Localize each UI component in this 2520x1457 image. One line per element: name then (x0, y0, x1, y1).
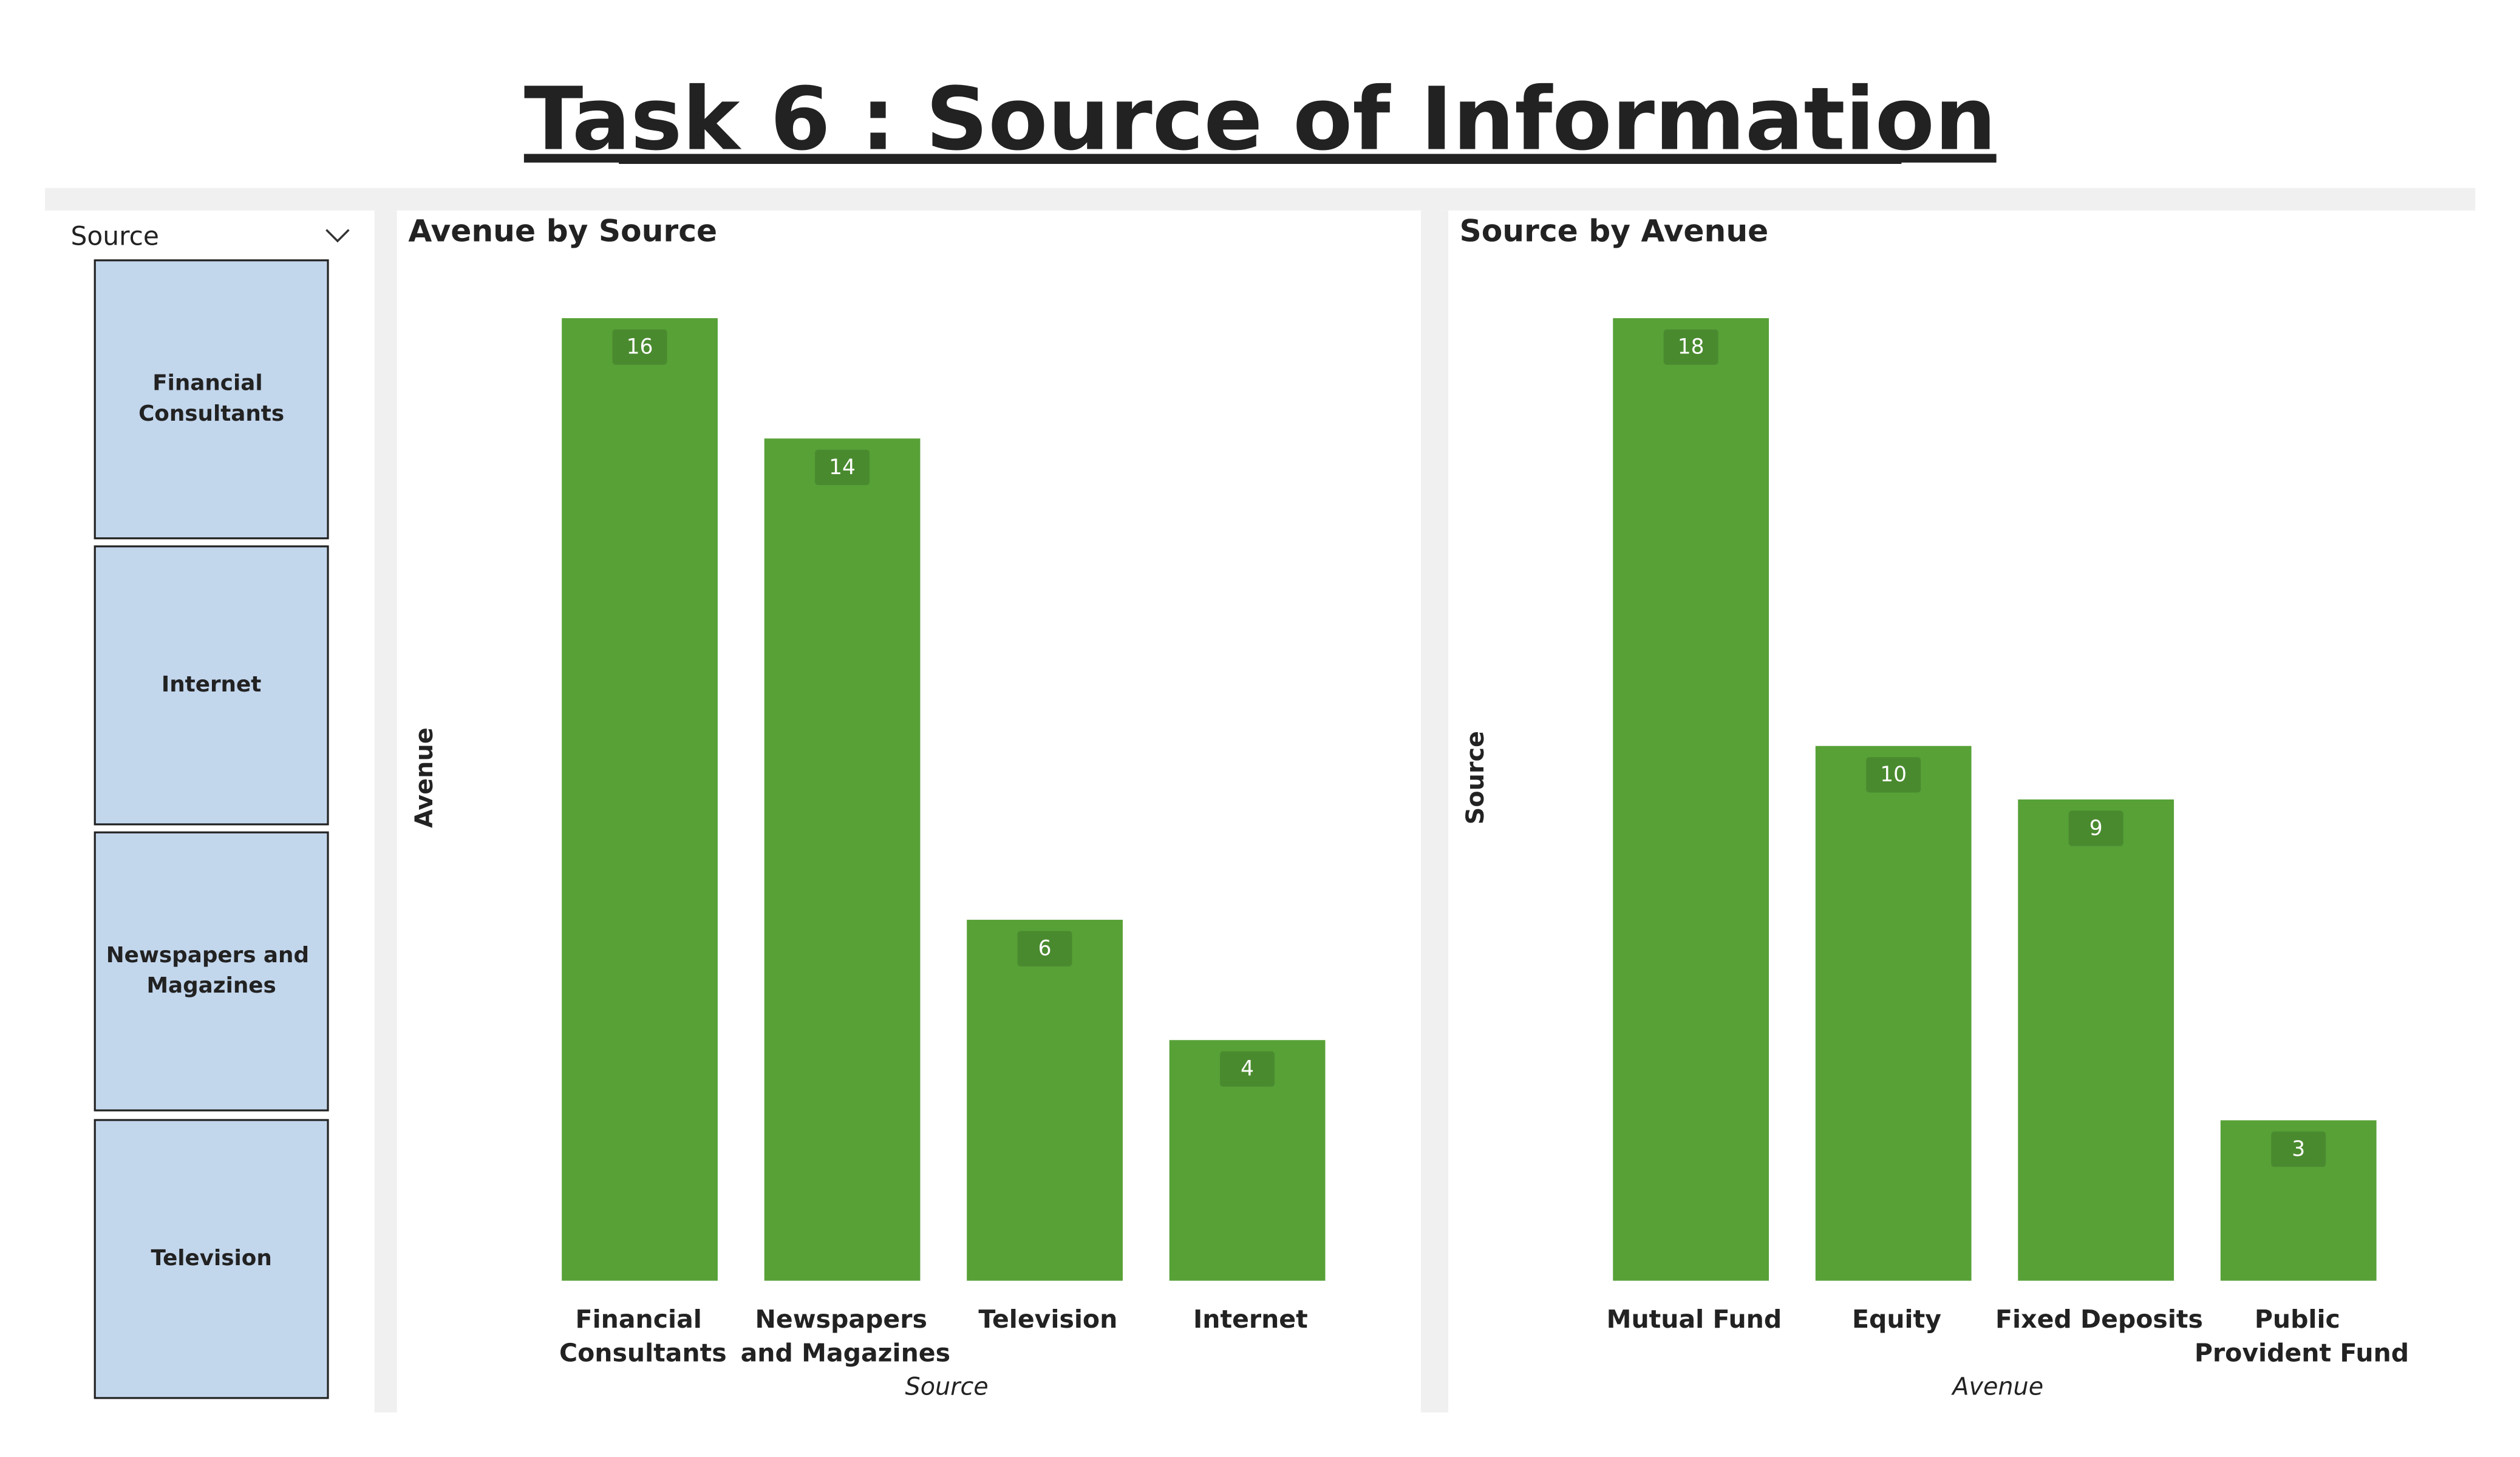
bar-chart: Source by Avenue Source Avenue 18 Mutual Fun… (1448, 210, 2474, 1413)
bar (2018, 799, 2174, 1281)
y-axis-title: Avenue (410, 727, 438, 828)
y-axis-title: Source (1462, 731, 1490, 824)
data-label-box (815, 449, 870, 486)
x-tick-label: Equity (1852, 1305, 1941, 1334)
chart-title: Source by Avenue (1459, 212, 1768, 248)
divider (374, 210, 397, 1413)
data-label-box (1220, 1051, 1275, 1087)
x-axis-title: Source (905, 1373, 989, 1401)
slicer-item-label: Newspapers and Magazines (106, 943, 317, 998)
x-tick-label: Fixed Deposits (1995, 1305, 2203, 1334)
bar (967, 920, 1123, 1281)
data-label: 16 (627, 335, 653, 359)
data-label-box (612, 329, 667, 365)
x-tick-label: Mutual Fund (1607, 1305, 1782, 1334)
data-label: 18 (1678, 335, 1704, 359)
bar (1613, 318, 1769, 1281)
data-label: 14 (829, 455, 856, 480)
bar-chart: Avenue by Source Avenue Source 16 Financial … (397, 210, 1421, 1413)
title-underline (619, 157, 1902, 164)
divider (1420, 210, 1450, 1413)
slicer-item-label: Financial Consultants (138, 371, 284, 426)
chart-title: Avenue by Source (408, 212, 717, 248)
bar (764, 438, 921, 1281)
data-label-box (1663, 329, 1718, 365)
x-axis-title: Avenue (1950, 1373, 2043, 1401)
bar (1815, 745, 1972, 1281)
charts: Avenue by Source Avenue Source 16 Financial … (397, 210, 2474, 1413)
data-label: 4 (1241, 1057, 1254, 1081)
slicer: Financial Consultants Internet Newspapers … (94, 259, 329, 1399)
slicer-title: Source (71, 221, 159, 251)
bar (562, 318, 718, 1281)
slicer-item[interactable] (94, 259, 329, 540)
slicer-item[interactable] (94, 831, 329, 1112)
data-label-box (1017, 931, 1072, 966)
divider-band (45, 188, 2476, 211)
slicer-item-label: Internet (162, 672, 261, 697)
data-label-box (2068, 810, 2123, 846)
slicer-item[interactable] (94, 1119, 329, 1399)
data-label: 6 (1038, 937, 1052, 961)
slicer-item[interactable] (94, 545, 329, 826)
x-tick-label: Newspapers and Magazines (741, 1305, 950, 1368)
data-label: 10 (1880, 762, 1907, 787)
data-label: 3 (2292, 1137, 2305, 1161)
x-tick-label: Financial Consultants (559, 1305, 727, 1368)
x-tick-label: Internet (1193, 1305, 1308, 1334)
slicer-dropdown[interactable] (325, 229, 350, 243)
data-label-box (1866, 757, 1921, 793)
data-label-box (2271, 1131, 2326, 1167)
x-tick-label: Television (978, 1305, 1117, 1334)
data-label: 9 (2089, 816, 2103, 840)
page-title: Task 6 : Source of Information (524, 69, 1997, 170)
x-tick-label: Public Provident Fund (2195, 1305, 2409, 1368)
slicer-item-label: Television (151, 1246, 271, 1271)
